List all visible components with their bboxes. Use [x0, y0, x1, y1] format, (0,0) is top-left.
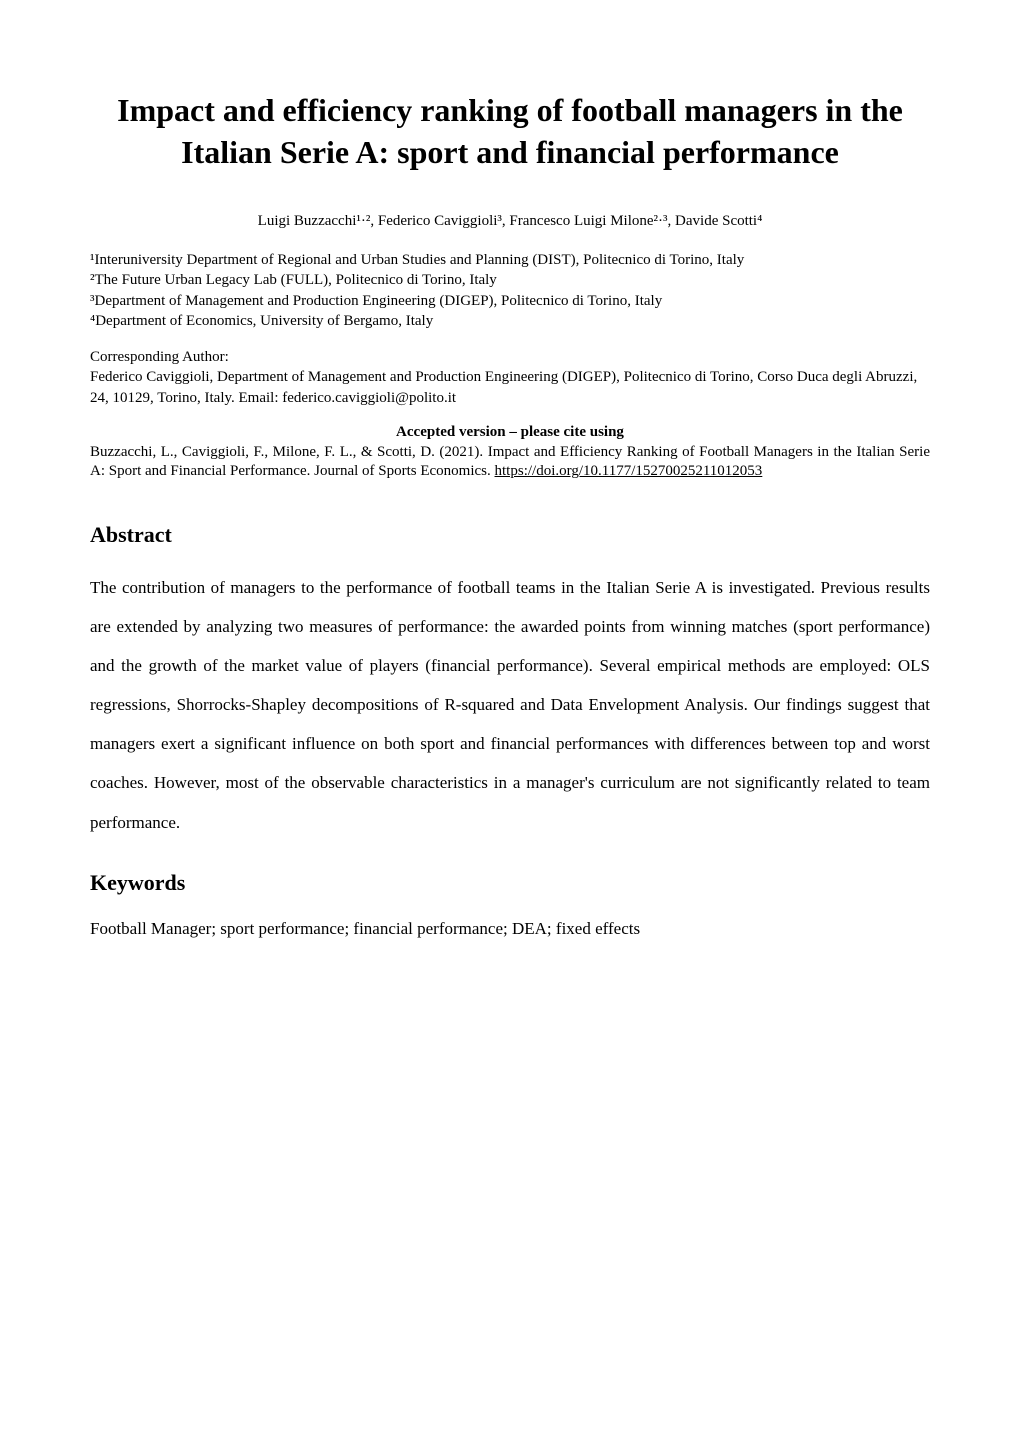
- abstract-body: The contribution of managers to the perf…: [90, 568, 930, 842]
- citation-block: Buzzacchi, L., Caviggioli, F., Milone, F…: [90, 443, 930, 482]
- corresponding-author-block: Corresponding Author: Federico Caviggiol…: [90, 347, 930, 408]
- keywords-body: Football Manager; sport performance; fin…: [90, 916, 930, 942]
- affiliation-3: ³Department of Management and Production…: [90, 291, 930, 311]
- affiliations-block: ¹Interuniversity Department of Regional …: [90, 250, 930, 331]
- citation-header: Accepted version – please cite using: [90, 424, 930, 441]
- authors-list: Luigi Buzzacchi¹·², Federico Caviggioli³…: [90, 213, 930, 230]
- citation-doi-link[interactable]: https://doi.org/10.1177/1527002521101205…: [495, 463, 763, 479]
- affiliation-1: ¹Interuniversity Department of Regional …: [90, 250, 930, 270]
- affiliation-2: ²The Future Urban Legacy Lab (FULL), Pol…: [90, 270, 930, 290]
- keywords-heading: Keywords: [90, 870, 930, 896]
- corresponding-label: Corresponding Author:: [90, 347, 930, 367]
- corresponding-text: Federico Caviggioli, Department of Manag…: [90, 367, 930, 408]
- affiliation-4: ⁴Department of Economics, University of …: [90, 311, 930, 331]
- abstract-heading: Abstract: [90, 522, 930, 548]
- paper-title: Impact and efficiency ranking of footbal…: [90, 90, 930, 173]
